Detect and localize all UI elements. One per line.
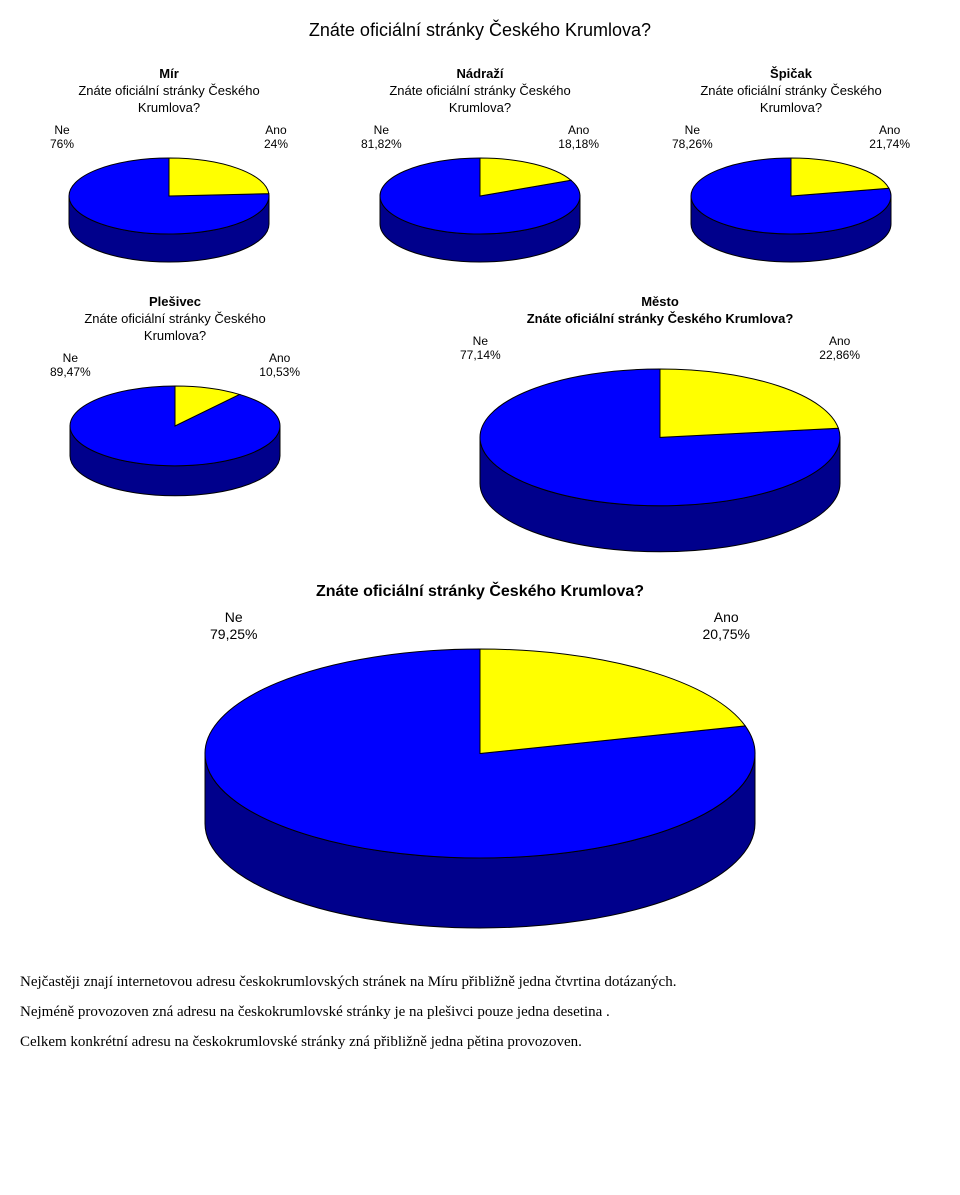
mesto-loc: Město <box>641 294 679 309</box>
total-ne-label: Ne79,25% <box>210 609 257 643</box>
nadrazi-q1: Znáte oficiální stránky Českého <box>331 83 629 98</box>
mir-pie <box>67 156 271 264</box>
row-2: Plešivec Znáte oficiální stránky Českého… <box>20 294 940 554</box>
spicak-ne-label: Ne78,26% <box>672 123 713 152</box>
plesivec-loc: Plešivec <box>149 294 201 309</box>
summary-p3: Celkem konkrétní adresu na českokrumlovs… <box>20 1030 940 1054</box>
plesivec-ano-label: Ano10,53% <box>259 351 300 380</box>
chart-nadrazi: Nádraží Znáte oficiální stránky Českého … <box>331 66 629 264</box>
nadrazi-q2: Krumlova? <box>331 100 629 115</box>
chart-plesivec: Plešivec Znáte oficiální stránky Českého… <box>20 294 330 554</box>
mir-ano-label: Ano24% <box>264 123 288 152</box>
nadrazi-pie <box>378 156 582 264</box>
mesto-ano-label: Ano22,86% <box>819 334 860 363</box>
chart-total: Znáte oficiální stránky Českého Krumlova… <box>50 583 910 930</box>
chart-mesto: Město Znáte oficiální stránky Českého Kr… <box>380 294 940 554</box>
summary-paragraphs: Nejčastěji znají internetovou adresu čes… <box>20 970 940 1054</box>
total-q: Znáte oficiální stránky Českého Krumlova… <box>50 583 910 601</box>
mesto-pie <box>478 367 842 554</box>
row-1: Mír Znáte oficiální stránky Českého Krum… <box>20 66 940 264</box>
chart-mir: Mír Znáte oficiální stránky Českého Krum… <box>20 66 318 264</box>
spicak-ano-label: Ano21,74% <box>869 123 910 152</box>
spicak-pie <box>689 156 893 264</box>
total-pie <box>203 647 757 930</box>
mesto-q: Znáte oficiální stránky Českého Krumlova… <box>380 311 940 326</box>
page-title: Znáte oficiální stránky Českého Krumlova… <box>20 20 940 41</box>
mir-ne-label: Ne76% <box>50 123 74 152</box>
mesto-ne-label: Ne77,14% <box>460 334 501 363</box>
mir-loc: Mír <box>159 66 179 81</box>
spicak-q1: Znáte oficiální stránky Českého <box>642 83 940 98</box>
total-ano-label: Ano20,75% <box>703 609 750 643</box>
plesivec-q1: Znáte oficiální stránky Českého <box>20 311 330 326</box>
nadrazi-ne-label: Ne81,82% <box>361 123 402 152</box>
summary-p1: Nejčastěji znají internetovou adresu čes… <box>20 970 940 994</box>
plesivec-q2: Krumlova? <box>20 328 330 343</box>
spicak-loc: Špičak <box>770 66 812 81</box>
plesivec-pie <box>68 384 282 498</box>
plesivec-ne-label: Ne89,47% <box>50 351 91 380</box>
spicak-q2: Krumlova? <box>642 100 940 115</box>
nadrazi-ano-label: Ano18,18% <box>558 123 599 152</box>
chart-spicak: Špičak Znáte oficiální stránky Českého K… <box>642 66 940 264</box>
nadrazi-loc: Nádraží <box>457 66 504 81</box>
summary-p2: Nejméně provozoven zná adresu na českokr… <box>20 1000 940 1024</box>
mir-q1: Znáte oficiální stránky Českého <box>20 83 318 98</box>
mir-q2: Krumlova? <box>20 100 318 115</box>
